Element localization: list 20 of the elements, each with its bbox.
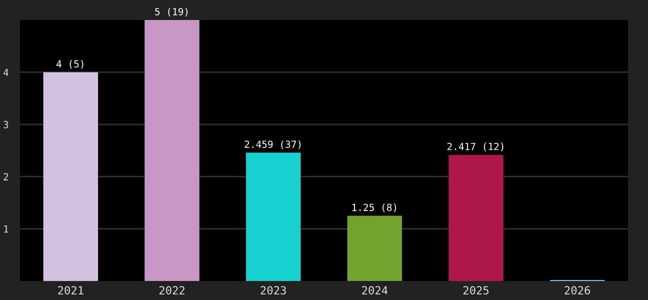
- bar: [43, 72, 98, 281]
- y-tick-label: 3: [4, 120, 8, 128]
- data-label: 2.459 (37): [244, 140, 301, 150]
- y-tick-label: 4: [4, 68, 8, 76]
- y-tick-label: 1: [4, 225, 8, 233]
- bar: [144, 20, 200, 281]
- data-label: 2.417 (12): [447, 142, 504, 152]
- x-tick-label: 2025: [463, 286, 488, 295]
- x-tick-label: 2022: [159, 286, 184, 295]
- data-label: 5 (19): [155, 8, 188, 16]
- bar: [448, 154, 504, 281]
- x-tick-label: 2021: [58, 286, 84, 295]
- y-tick-label: 2: [4, 173, 8, 180]
- x-tick-label: 2024: [362, 286, 388, 295]
- bar: [246, 152, 301, 281]
- data-label: 4 (5): [56, 60, 84, 69]
- x-tick-label: 2026: [564, 286, 590, 295]
- data-label: 1.25 (8): [352, 204, 396, 212]
- bar: [347, 216, 402, 281]
- x-tick-label: 2023: [260, 286, 286, 295]
